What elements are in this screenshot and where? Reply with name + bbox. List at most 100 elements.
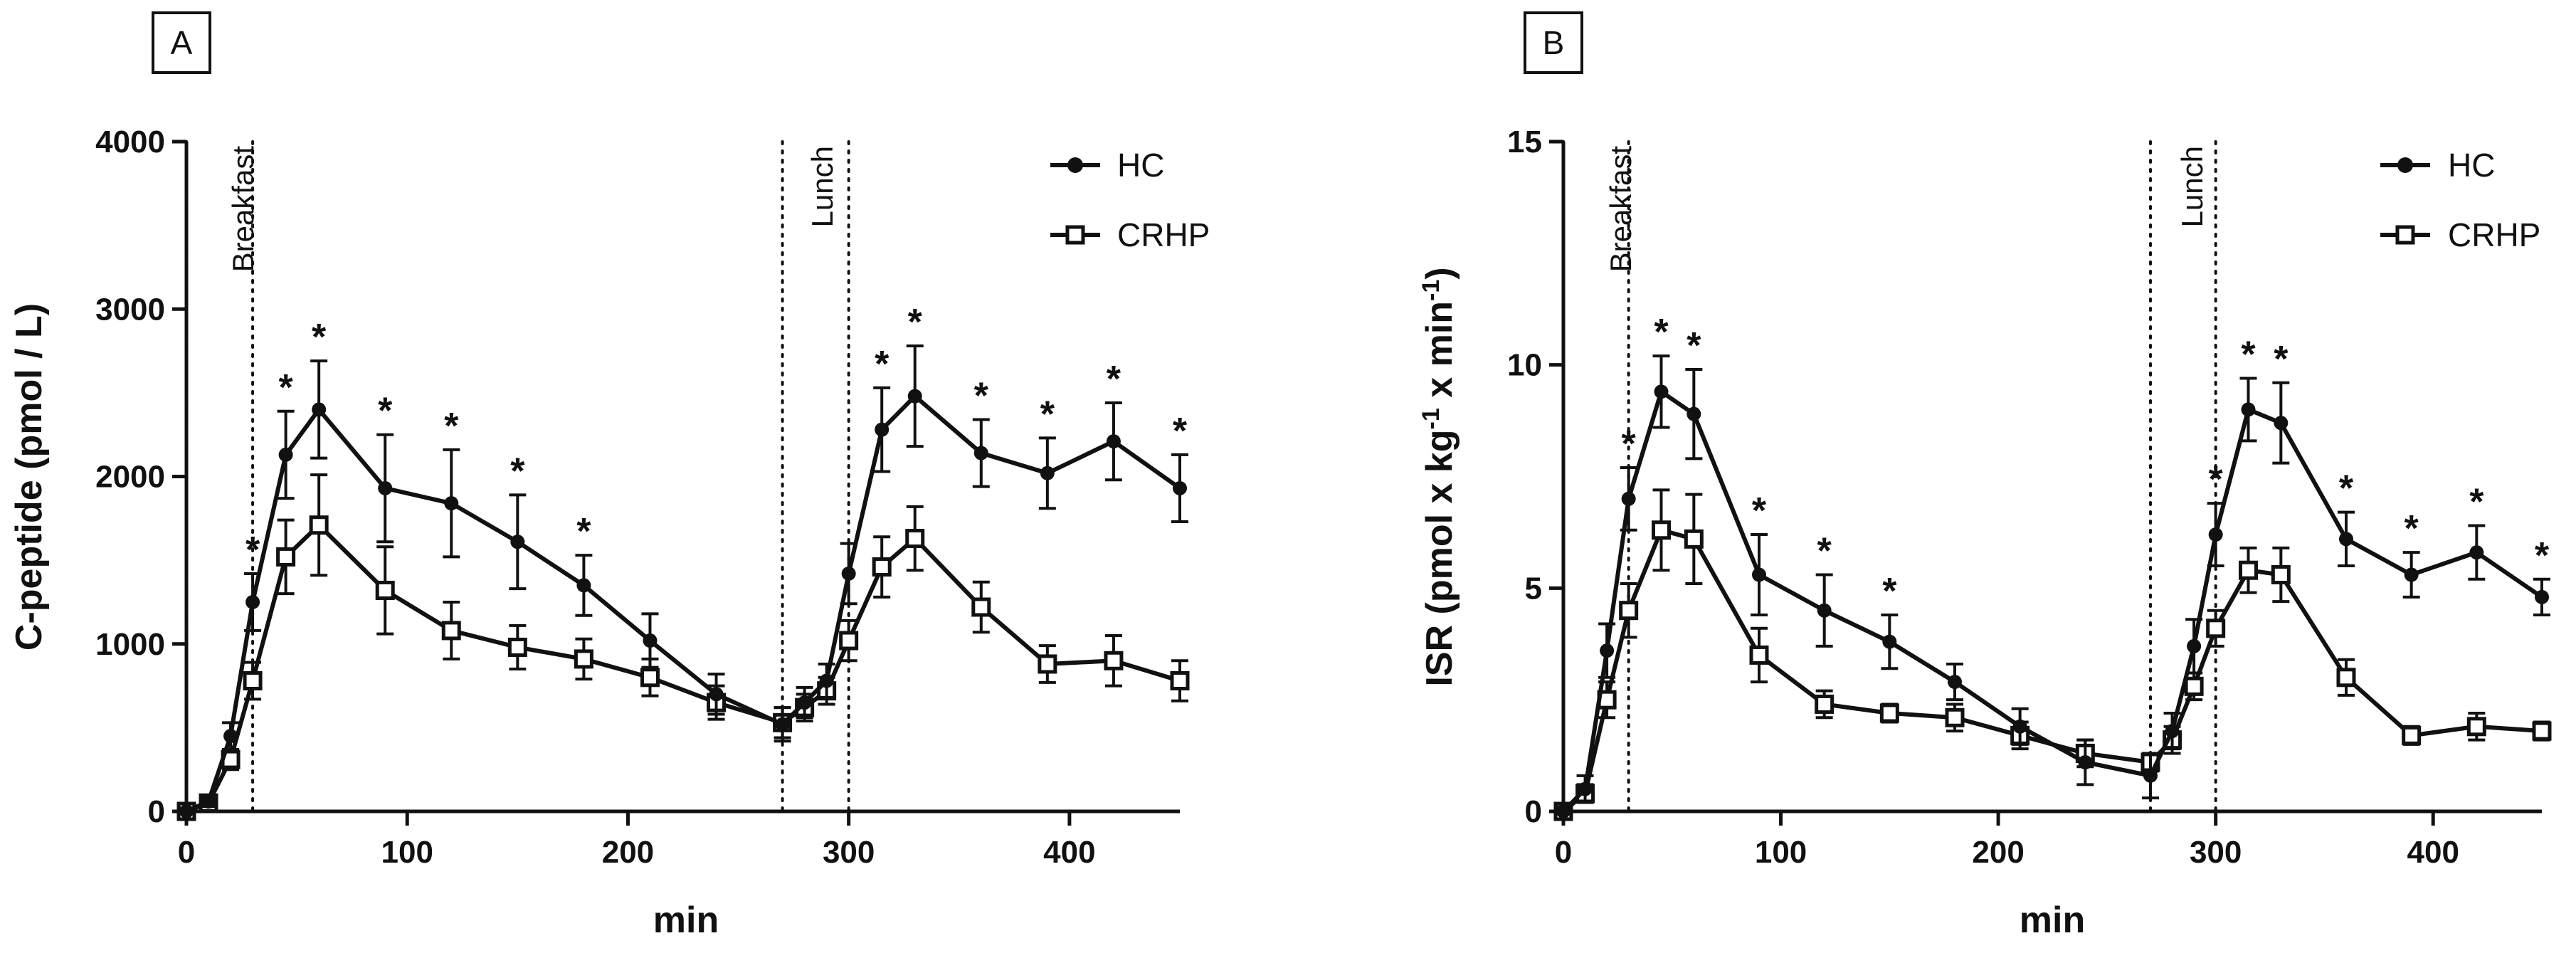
panel-a-crhp-point [839, 631, 859, 651]
panel-a-hc-point [444, 496, 459, 511]
panel-a-x-tick-label: 400 [1043, 835, 1095, 870]
panel-b-hc-point [1882, 634, 1897, 649]
panel-b-significance-star: * [2274, 339, 2289, 380]
panel-a-crhp-point [1104, 651, 1124, 670]
panel-a-lunch-label: Lunch [806, 146, 839, 227]
panel-a-hc-point [378, 480, 393, 495]
panel-b-legend-crhp-marker [2395, 225, 2415, 245]
panel-b-significance-star: * [1654, 312, 1669, 353]
panel-a-significance-star: * [576, 511, 591, 552]
panel-b-hc-line [1561, 388, 2543, 814]
panel-b-significance-star: * [1882, 571, 1897, 612]
panel-a-hc-line [185, 393, 1181, 814]
panel-a-hc-point [1040, 465, 1055, 480]
panel-b-significance-star: * [2339, 468, 2354, 510]
panel-a-hc-point [709, 687, 724, 702]
panel-a-significance-star: * [1040, 394, 1055, 435]
panel-b-hc-point [1600, 643, 1615, 658]
panel-a-hc-point [179, 804, 194, 818]
panel-b-hc-point [2143, 768, 2158, 783]
panel-a-y-tick-label: 4000 [95, 125, 165, 159]
panel-b-hc-point [1654, 384, 1669, 399]
panel-a-legend-crhp-label: CRHP [1117, 216, 1210, 253]
panel-a-crhp-point [375, 580, 395, 600]
panel-b-hc-point [2078, 754, 2093, 769]
panel-a-y-ticks: 0 1000 2000 3000 4000 [95, 125, 186, 829]
panel-a-significance-star: * [246, 530, 260, 571]
panel-b-crhp-point [2466, 717, 2486, 737]
panel-b-y-title-sup-1: -1 [1418, 408, 1445, 429]
panel-b-crhp-point [2402, 725, 2422, 745]
panel-b-significance-star: * [2469, 482, 2484, 523]
panel-b-x-tick-label: 200 [1972, 835, 2024, 870]
panel-b-hc-point [1578, 781, 1593, 796]
panel-b-hc-point [2274, 416, 2289, 431]
panel-a-breakfast-label: Breakfast [226, 146, 260, 273]
panel-a-x-tick-label: 0 [178, 835, 195, 870]
panel-b-hc-point [1752, 567, 1766, 582]
panel-a-crhp-line [185, 522, 1181, 814]
panel-b-hc-point [2165, 724, 2180, 739]
panel-b-x-axis-title: min [2020, 900, 2085, 941]
panel-b-breakfast-label: Breakfast [1604, 146, 1637, 273]
panel-b-x-tick-label: 0 [1555, 835, 1572, 870]
panel-a-significance-star: * [510, 451, 525, 492]
panel-a-crhp-point [971, 597, 991, 617]
panel-b-label-box [1524, 11, 1583, 74]
panel-a-hc-point [312, 402, 327, 417]
panel-b-y-tick-label: 5 [1525, 571, 1542, 606]
panel-b-x-tick-label: 100 [1755, 835, 1807, 870]
panel-b-y-axis-title: ISR (pmol x kg-1 x min-1) [1418, 267, 1460, 686]
panel-b-significance-star: * [1686, 325, 1701, 367]
panel-a-legend: HC CRHP [1050, 147, 1210, 253]
panel-a-significance-star: * [444, 406, 459, 447]
panel-b-significance-star: * [1817, 531, 1832, 572]
panel-b-significance-star: * [2405, 508, 2419, 549]
panel-b-significance-star: * [2209, 459, 2224, 500]
panel-a-significance-star: * [378, 391, 393, 432]
panel-b-y-title-part-b: x min [1419, 301, 1460, 408]
panel-b-x-tick-label: 400 [2407, 835, 2459, 870]
panel-a-crhp-point [1038, 654, 1057, 674]
panel-b-hc-point [2187, 638, 2202, 653]
panel-a-hc-point [201, 794, 216, 809]
panel-a-y-tick-label: 1000 [95, 627, 165, 662]
panel-b-y-ticks: 0 5 10 15 [1507, 125, 1563, 829]
panel-b-hc-point [1817, 603, 1832, 618]
panel-b-significance-star: * [1622, 423, 1637, 465]
panel-a-hc-point [576, 578, 591, 593]
panel-b-crhp-point [2271, 565, 2291, 585]
panel-b-x-tick-label: 300 [2190, 835, 2242, 870]
panel-b-hc-point [2012, 719, 2027, 734]
panel-a-significance-star: * [1107, 359, 1121, 400]
panel-a-hc-point [1173, 480, 1187, 495]
panel-b-crhp-point [2532, 721, 2552, 741]
panel-a-hc-point [973, 446, 988, 460]
panel-b-hc-point [1621, 491, 1636, 506]
panel-b-crhp-point [1684, 529, 1704, 549]
panel-a-hc-point [819, 673, 834, 688]
panel-b-y-tick-label: 15 [1507, 125, 1542, 159]
panel-a-legend-hc-marker [1067, 157, 1083, 173]
panel-b-y-title-part-c: ) [1419, 267, 1460, 279]
panel-b-x-ticks: 0 100 200 300 400 [1555, 811, 2459, 870]
panel-b: B 0 5 10 15 0 100 200 300 400 Breakfast Lunch *… [1418, 11, 2552, 941]
panel-b-crhp-point [1879, 703, 1899, 723]
panel-a-x-ticks: 0 100 200 300 400 [178, 811, 1096, 870]
panel-a-crhp-point [1170, 671, 1190, 691]
panel-a-significance-star: * [312, 317, 327, 358]
panel-b-hc-point [2208, 527, 2223, 542]
panel-b-significance: * * * * * * * * * * * * * [1622, 312, 2550, 612]
panel-b-hc-point [2241, 402, 2256, 417]
panel-a-crhp-point [507, 637, 527, 657]
panel-b-meal-lines [1562, 140, 2217, 813]
panel-a-hc-point [643, 633, 658, 648]
panel-a-y-tick-label: 3000 [95, 292, 165, 327]
panel-a-crhp-point [905, 529, 925, 549]
panel-b-series [1553, 354, 2552, 821]
panel-a: A 0 1000 2000 3000 4000 0 100 200 300 400 Breakf… [9, 11, 1210, 941]
panel-a-axes [184, 142, 1180, 814]
panel-b-label: B [1543, 24, 1565, 61]
panel-a-x-axis-title: min [653, 900, 719, 941]
